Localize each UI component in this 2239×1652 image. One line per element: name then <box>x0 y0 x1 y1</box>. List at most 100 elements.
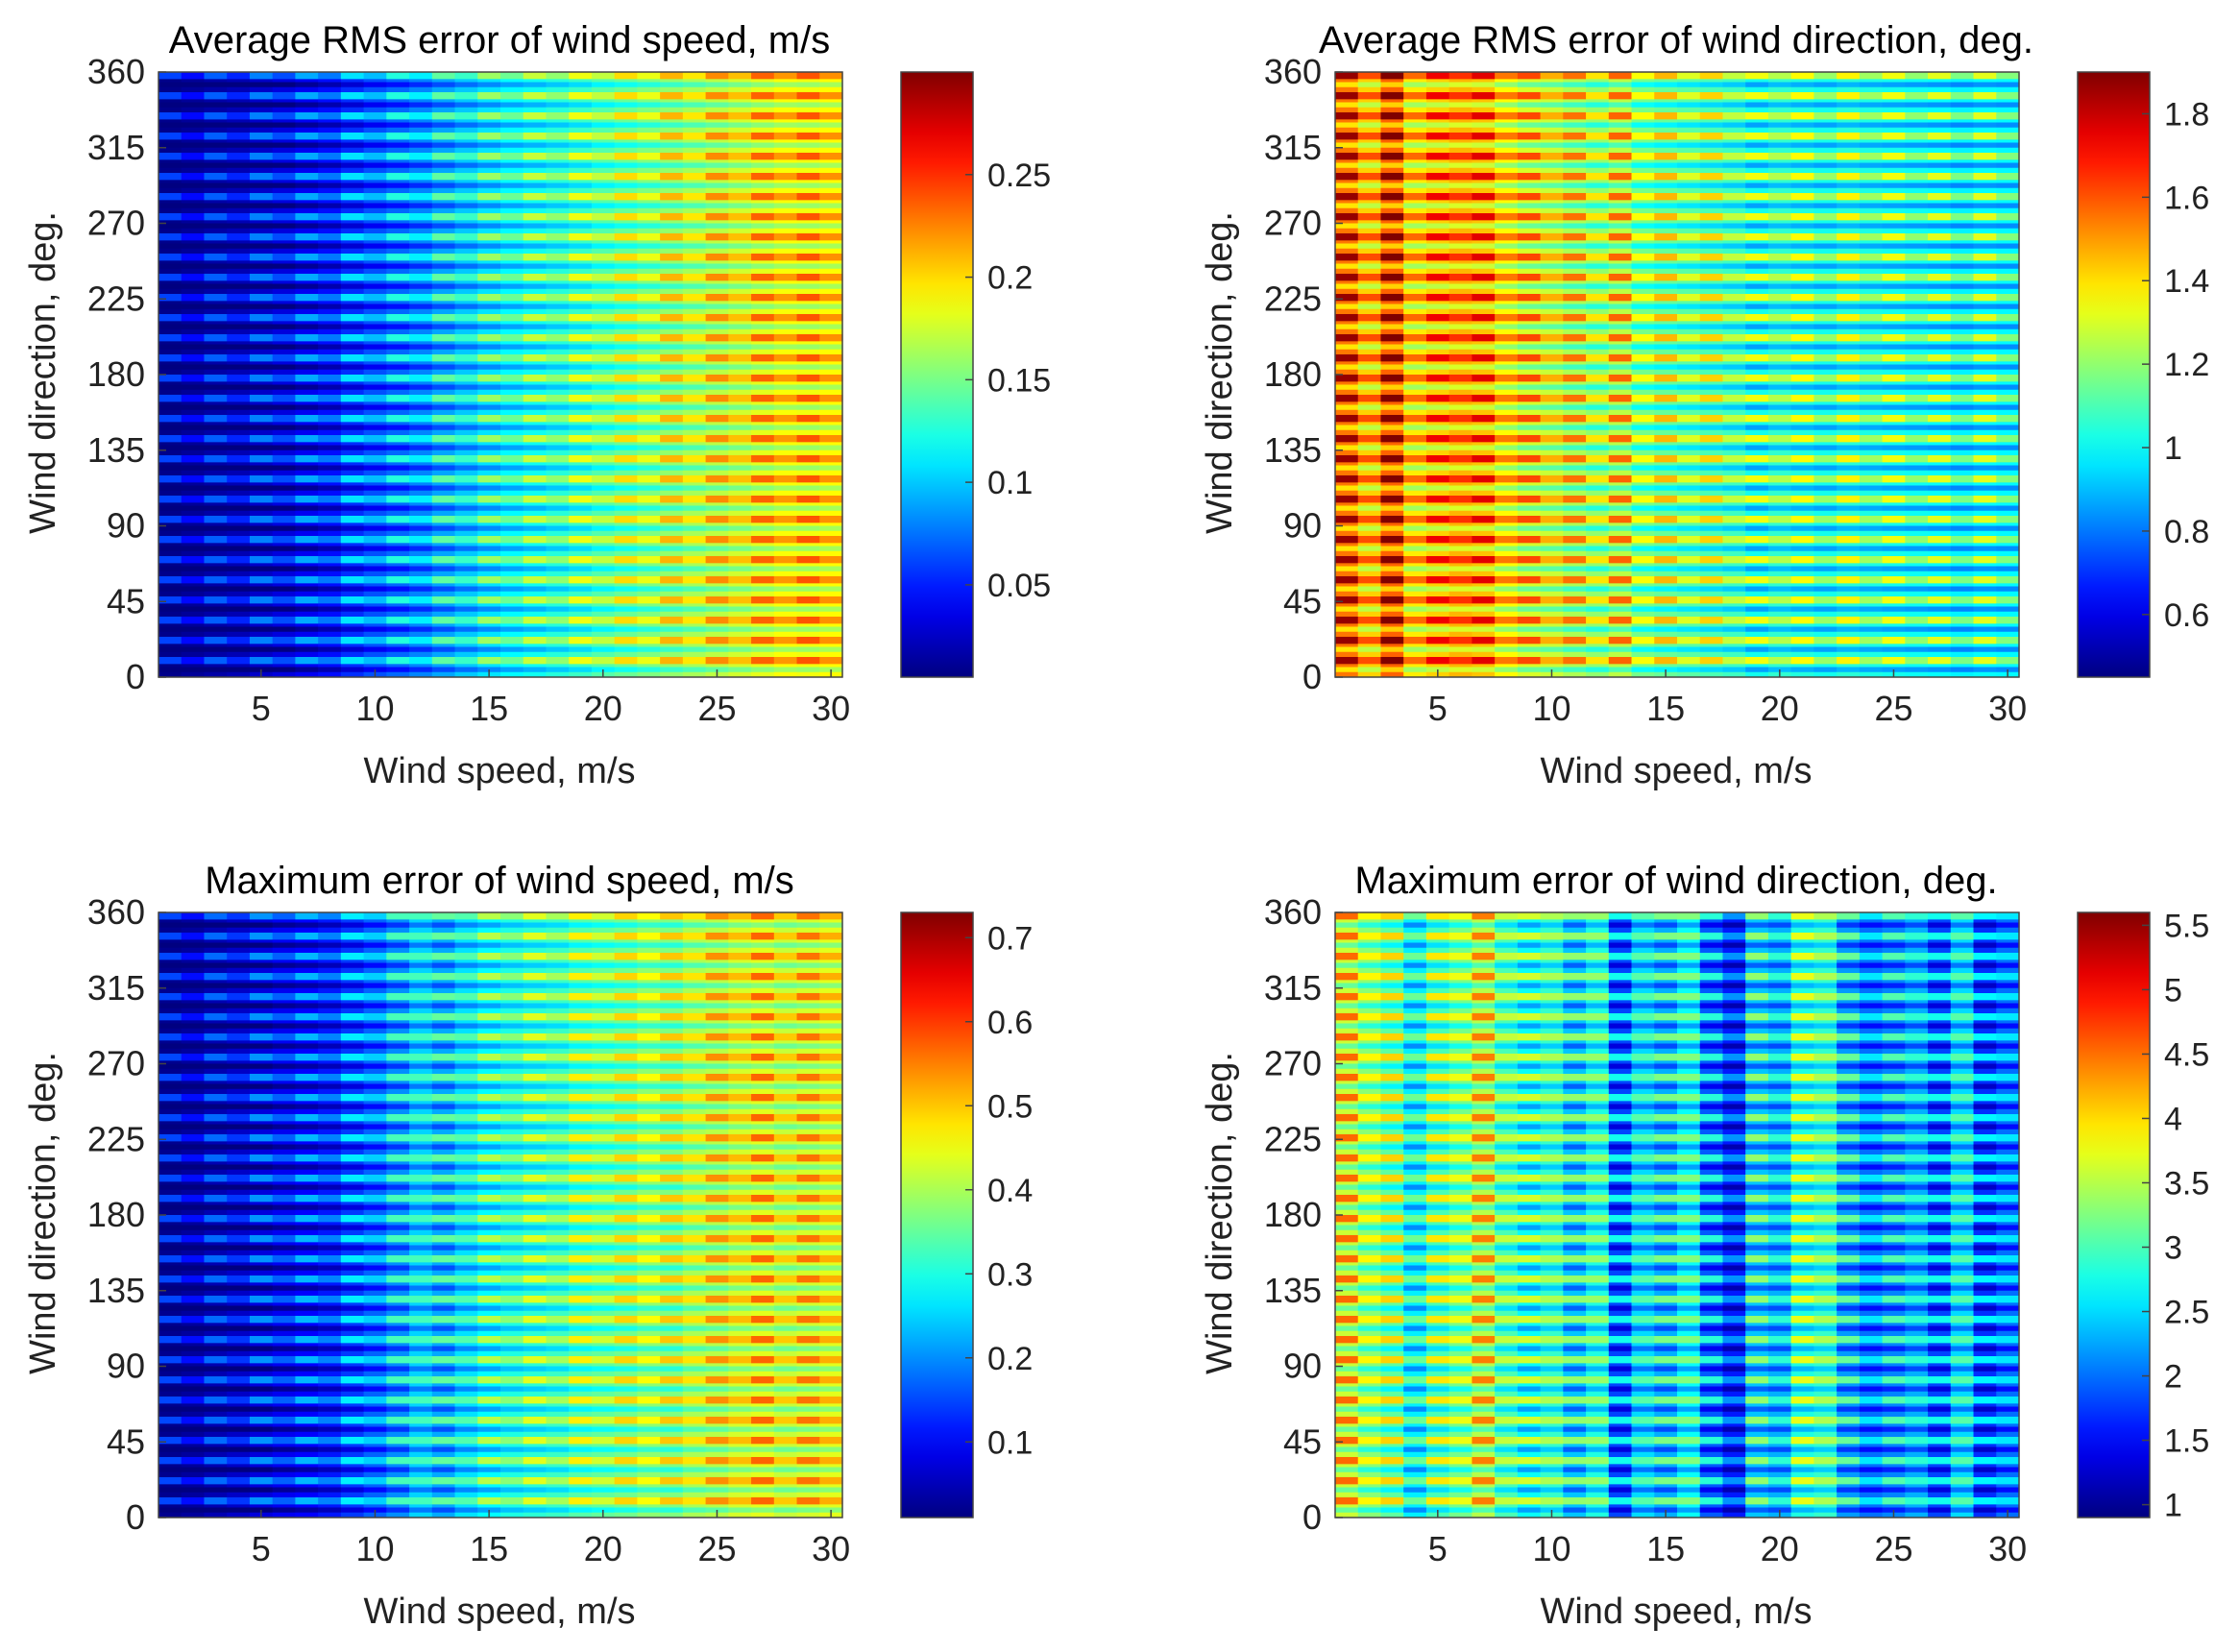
colorbar-tick-label: 1.8 <box>2164 96 2209 133</box>
heatmap-area <box>1335 912 2020 1518</box>
colorbar-tick-label: 0.7 <box>987 920 1033 957</box>
colorbar-tick-label: 2.5 <box>2164 1295 2209 1331</box>
heatmap-column <box>546 912 570 1518</box>
colorbar-tick-label: 5.5 <box>2164 908 2209 944</box>
heatmap-column <box>1722 912 1746 1518</box>
heatmap-column <box>181 912 206 1518</box>
y-tick-label: 45 <box>1283 1421 1322 1461</box>
axes: 5 10 15 20 25 30 0 45 90 135 180 225 270 315 360 <box>87 892 850 1568</box>
heatmap-column <box>614 912 638 1518</box>
y-tick-label: 315 <box>87 968 145 1008</box>
heatmap-column <box>1928 72 1952 677</box>
heatmap-column <box>1973 72 1997 677</box>
heatmap-column <box>1448 72 1472 677</box>
heatmap-column <box>1563 912 1587 1518</box>
x-axis-label: Wind speed, m/s <box>1541 751 1813 791</box>
heatmap-column <box>705 912 729 1518</box>
x-tick-label: 30 <box>1988 1529 2027 1568</box>
y-axis-label: Wind direction, deg. <box>23 1052 63 1374</box>
x-tick-label: 5 <box>1428 689 1448 728</box>
heatmap-column <box>1448 912 1472 1518</box>
x-tick-label: 15 <box>1646 689 1685 728</box>
y-tick-label: 270 <box>1264 204 1322 243</box>
heatmap-column <box>249 72 274 677</box>
heatmap-column <box>523 912 548 1518</box>
heatmap-column <box>500 72 524 677</box>
heatmap-column <box>204 72 228 677</box>
heatmap-column <box>1882 72 1906 677</box>
subplot-max-error-wind-speed: Maximum error of wind speed, m/s 5 10 15 20… <box>23 860 1033 1632</box>
axes: 5 10 15 20 25 30 0 45 90 135 180 225 270 315 360 <box>1264 892 2027 1568</box>
heatmap-column <box>1677 912 1701 1518</box>
heatmap-column <box>1882 912 1906 1518</box>
heatmap-column <box>728 912 752 1518</box>
heatmap-column <box>591 72 616 677</box>
heatmap-column <box>1563 72 1587 677</box>
heatmap-column <box>1996 912 2020 1518</box>
heatmap-column <box>181 72 206 677</box>
colorbar-tick-label: 2 <box>2164 1359 2182 1396</box>
heatmap-column <box>363 912 387 1518</box>
x-axis-label: Wind speed, m/s <box>364 1591 636 1632</box>
heatmap-column <box>591 912 616 1518</box>
heatmap-column <box>1495 72 1519 677</box>
heatmap-column <box>637 912 661 1518</box>
y-tick-label: 315 <box>87 128 145 167</box>
heatmap-column <box>1540 72 1564 677</box>
heatmap-column <box>431 72 456 677</box>
heatmap-column <box>1517 912 1542 1518</box>
heatmap-column <box>1677 72 1701 677</box>
heatmap-column <box>1631 72 1655 677</box>
chart-title: Average RMS error of wind direction, deg… <box>1319 19 2033 61</box>
chart-title: Average RMS error of wind speed, m/s <box>169 19 830 61</box>
colorbar: 0.6 0.8 1 1.2 1.4 1.6 1.8 <box>2077 71 2209 678</box>
colorbar: 1 1.5 2 2.5 3 3.5 4 4.5 5 5.5 <box>2077 908 2209 1524</box>
heatmap-column <box>477 72 501 677</box>
colorbar-tick-label: 1.5 <box>2164 1423 2209 1460</box>
heatmap-column <box>1813 72 1837 677</box>
heatmap-column <box>796 72 820 677</box>
heatmap-column <box>1813 912 1837 1518</box>
colorbar-tick-label: 1 <box>2164 430 2182 467</box>
x-tick-label: 25 <box>1874 1529 1912 1568</box>
heatmap-column <box>751 72 775 677</box>
colorbar-tick-label: 0.05 <box>987 568 1051 604</box>
x-tick-label: 20 <box>584 1529 622 1568</box>
heatmap-column <box>1950 72 1975 677</box>
x-tick-label: 20 <box>1761 689 1799 728</box>
heatmap-column <box>523 72 548 677</box>
colorbar-tick-label: 0.1 <box>987 465 1033 501</box>
heatmap-column <box>1859 912 1884 1518</box>
heatmap-column <box>1608 72 1633 677</box>
heatmap-column <box>1425 72 1450 677</box>
heatmap-column <box>660 72 684 677</box>
heatmap-column <box>1790 912 1814 1518</box>
heatmap-column <box>819 72 843 677</box>
axes: 5 10 15 20 25 30 0 45 90 135 180 225 270 315 360 <box>1264 52 2027 728</box>
heatmap-column <box>295 72 319 677</box>
x-tick-label: 25 <box>697 689 736 728</box>
x-tick-label: 10 <box>355 689 394 728</box>
colorbar-tick-label: 1.6 <box>2164 180 2209 216</box>
heatmap-column <box>751 912 775 1518</box>
colorbar-tick-label: 1.4 <box>2164 263 2209 300</box>
heatmap-column <box>1654 912 1678 1518</box>
heatmap-column <box>1699 72 1724 677</box>
y-tick-label: 45 <box>1283 581 1322 620</box>
heatmap-column <box>705 72 729 677</box>
colorbar-tick-label: 5 <box>2164 972 2182 1008</box>
heatmap-area <box>158 912 843 1518</box>
x-tick-label: 5 <box>252 689 271 728</box>
colorbar-tick-label: 0.6 <box>2164 597 2209 634</box>
heatmap-column <box>249 912 274 1518</box>
heatmap-column <box>363 72 387 677</box>
colorbar-tick-label: 0.2 <box>987 260 1033 297</box>
x-axis-label: Wind speed, m/s <box>364 751 636 791</box>
heatmap-column <box>272 72 296 677</box>
heatmap-column <box>1745 912 1769 1518</box>
y-tick-label: 225 <box>87 279 145 318</box>
heatmap-column <box>1586 912 1610 1518</box>
colorbar-gradient <box>2077 71 2151 678</box>
y-tick-label: 135 <box>1264 430 1322 470</box>
